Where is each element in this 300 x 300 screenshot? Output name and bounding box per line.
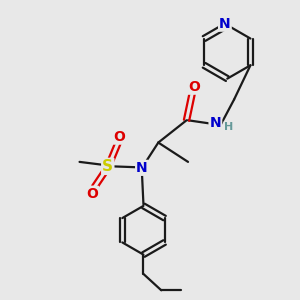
Text: S: S [102, 159, 113, 174]
Text: O: O [114, 130, 126, 144]
Text: O: O [188, 80, 200, 94]
Text: N: N [219, 17, 231, 31]
Text: N: N [210, 116, 221, 130]
Text: H: H [224, 122, 234, 132]
Text: N: N [136, 161, 148, 175]
Text: O: O [86, 187, 98, 201]
